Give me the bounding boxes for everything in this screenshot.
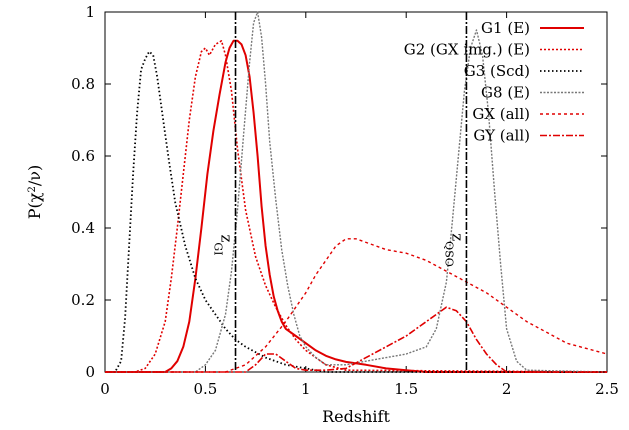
redshift-markers: zGI zQSO: [212, 12, 468, 372]
series-line-6: [105, 306, 607, 373]
marker-label: zQSO: [443, 233, 467, 266]
marker-label: zGI: [212, 234, 236, 255]
legend-label: GY (all): [473, 127, 530, 145]
y-axis-title-sup: 2: [27, 186, 38, 192]
y-axis-title-tail: /ν): [25, 165, 44, 186]
series-line-5: [105, 238, 608, 373]
legend-label: G1 (E): [481, 19, 530, 37]
legend-label: G3 (Scd): [464, 62, 530, 80]
series-line-4: [105, 11, 608, 373]
x-tick-label: 2.5: [595, 380, 619, 398]
x-tick-label: 1.5: [394, 380, 418, 398]
y-tick-label: 1: [85, 3, 95, 21]
x-axis-title: Redshift: [322, 407, 390, 426]
y-tick-label: 0: [85, 363, 95, 381]
y-tick-label: 0.6: [71, 147, 95, 165]
series-line-3: [105, 50, 607, 373]
x-tick-label: 2: [502, 380, 512, 398]
axis-ticks: [104, 11, 608, 373]
series-line-2: [105, 39, 608, 373]
y-tick-label: 0.8: [71, 75, 95, 93]
y-axis-title: P(χ2/ν): [25, 165, 44, 219]
legend-label: GX (all): [472, 105, 530, 123]
series-line-1: [105, 39, 607, 373]
legend-label: G8 (E): [481, 84, 530, 102]
legend: G1 (E) G2 (GX img.) (E) G3 (Scd) G8 (E) GX (…: [404, 19, 584, 145]
y-tick-label: 0.2: [71, 291, 95, 309]
series-lines: [105, 11, 608, 373]
x-tick-label: 0: [100, 380, 110, 398]
legend-label: G2 (GX img.) (E): [404, 41, 530, 59]
y-axis-title-base: P(χ: [25, 192, 44, 219]
axis-tick-labels: 0 0.5 1 1.5 2 2.5 0 0.2 0.4 0.6 0.8 1: [71, 3, 619, 398]
x-tick-label: 1: [301, 380, 311, 398]
x-tick-label: 0.5: [193, 380, 217, 398]
plot-frame: [104, 11, 608, 373]
y-tick-label: 0.4: [71, 219, 95, 237]
